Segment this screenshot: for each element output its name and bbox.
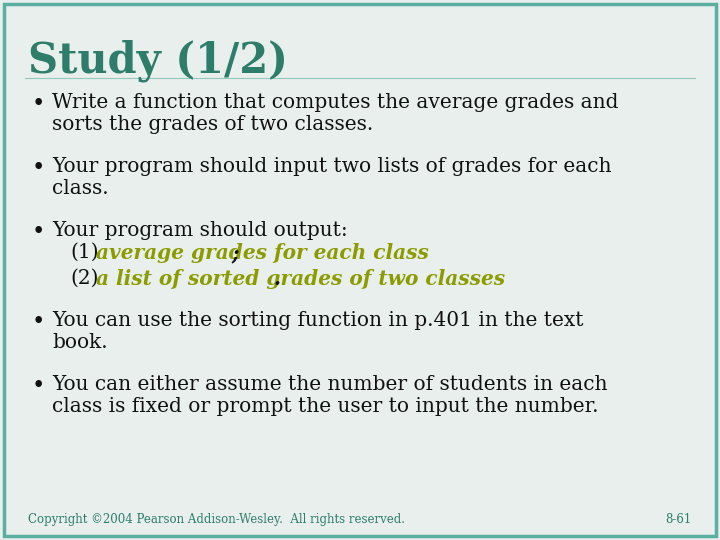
Text: average grades for each class: average grades for each class [96, 243, 429, 263]
Text: Your program should input two lists of grades for each: Your program should input two lists of g… [52, 157, 611, 176]
Text: a list of sorted grades of two classes: a list of sorted grades of two classes [96, 269, 505, 289]
Text: •: • [32, 311, 45, 333]
Text: You can either assume the number of students in each: You can either assume the number of stud… [52, 375, 608, 394]
Text: class.: class. [52, 179, 109, 198]
Text: •: • [32, 93, 45, 115]
Text: Write a function that computes the average grades and: Write a function that computes the avera… [52, 93, 618, 112]
Text: .: . [274, 269, 281, 289]
Text: •: • [32, 375, 45, 397]
Text: •: • [32, 157, 45, 179]
Text: (1): (1) [70, 243, 99, 262]
Text: 8-61: 8-61 [666, 513, 692, 526]
Text: class is fixed or prompt the user to input the number.: class is fixed or prompt the user to inp… [52, 397, 598, 416]
Text: Copyright ©2004 Pearson Addison-Wesley.  All rights reserved.: Copyright ©2004 Pearson Addison-Wesley. … [28, 513, 405, 526]
Text: Study (1/2): Study (1/2) [28, 40, 288, 83]
Text: ;: ; [232, 243, 239, 263]
Text: sorts the grades of two classes.: sorts the grades of two classes. [52, 115, 373, 134]
Text: (2): (2) [70, 269, 99, 288]
Text: •: • [32, 221, 45, 243]
Text: book.: book. [52, 333, 107, 352]
Text: You can use the sorting function in p.401 in the text: You can use the sorting function in p.40… [52, 311, 583, 330]
Text: Your program should output:: Your program should output: [52, 221, 348, 240]
